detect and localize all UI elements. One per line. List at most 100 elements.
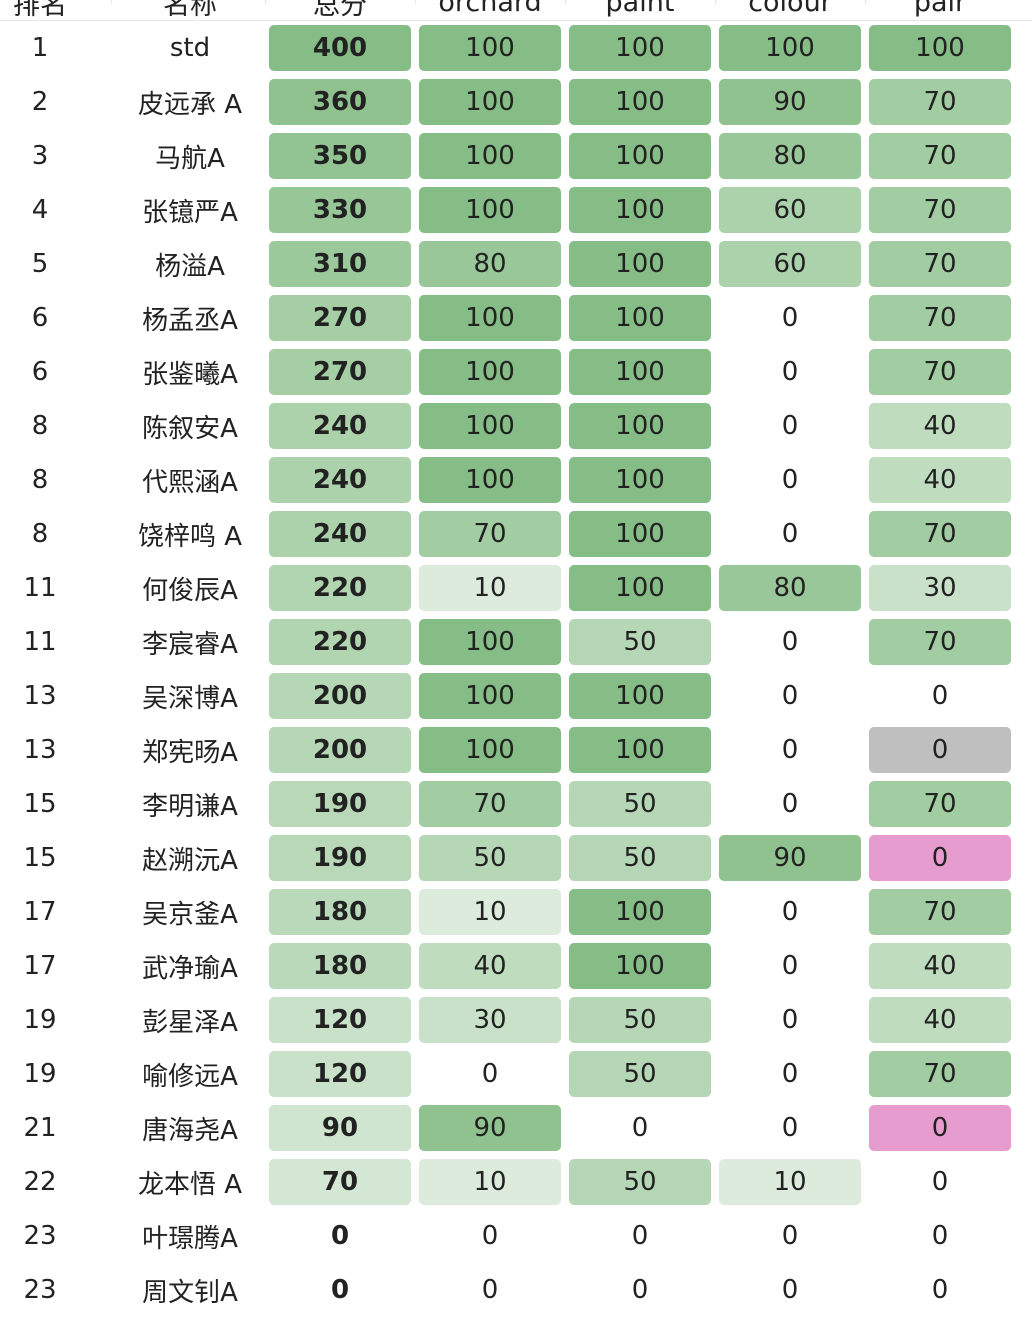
orchard-cell: 40: [419, 943, 561, 989]
total-cell: 240: [269, 457, 411, 503]
colour-cell: 80: [719, 565, 861, 611]
column-divider: [865, 0, 866, 4]
pair-cell: 70: [869, 79, 1011, 125]
paint-cell: 100: [569, 187, 711, 233]
name-cell: 喻修远A: [142, 1061, 238, 1092]
table-row[interactable]: 19 彭星泽A 120 30 50 0 40: [0, 993, 1032, 1047]
paint-cell: 100: [569, 403, 711, 449]
name-cell: 马航A: [155, 143, 225, 174]
colour-cell: 0: [781, 735, 799, 765]
orchard-cell: 0: [481, 1221, 499, 1251]
table-row[interactable]: 13 郑宪旸A 200 100 100 0 0: [0, 723, 1032, 777]
table-row[interactable]: 5 杨溢A 310 80 100 60 70: [0, 237, 1032, 291]
table-row[interactable]: 6 杨孟丞A 270 100 100 0 70: [0, 291, 1032, 345]
name-cell: 叶璟腾A: [142, 1223, 238, 1254]
column-header-paint[interactable]: paint: [605, 0, 675, 18]
orchard-cell: 100: [419, 25, 561, 71]
paint-cell: 50: [569, 835, 711, 881]
rank-cell: 23: [23, 1275, 57, 1305]
rank-cell: 2: [31, 87, 49, 117]
orchard-cell: 10: [419, 565, 561, 611]
paint-cell: 100: [569, 727, 711, 773]
orchard-cell: 100: [419, 457, 561, 503]
colour-cell: 0: [781, 1059, 799, 1089]
table-row[interactable]: 17 武净瑜A 180 40 100 0 40: [0, 939, 1032, 993]
column-header-colour[interactable]: colour: [748, 0, 832, 18]
colour-cell: 0: [781, 1221, 799, 1251]
total-cell: 310: [269, 241, 411, 287]
total-cell: 200: [269, 673, 411, 719]
table-row[interactable]: 23 叶璟腾A 0 0 0 0 0: [0, 1209, 1032, 1263]
paint-cell: 100: [569, 943, 711, 989]
table-row[interactable]: 2 皮远承 A 360 100 100 90 70: [0, 75, 1032, 129]
paint-cell: 0: [631, 1221, 649, 1251]
rank-cell: 15: [23, 789, 57, 819]
paint-cell: 50: [569, 781, 711, 827]
table-row[interactable]: 23 周文钊A 0 0 0 0 0: [0, 1263, 1032, 1317]
column-header-name[interactable]: 名称: [163, 0, 217, 21]
column-divider: [565, 0, 566, 4]
total-cell: 90: [269, 1105, 411, 1151]
column-header-rank[interactable]: 排名: [13, 0, 67, 21]
table-row[interactable]: 17 吴京釜A 180 10 100 0 70: [0, 885, 1032, 939]
orchard-cell: 100: [419, 187, 561, 233]
colour-cell: 60: [719, 187, 861, 233]
table-row[interactable]: 8 代熙涵A 240 100 100 0 40: [0, 453, 1032, 507]
table-row[interactable]: 15 赵溯沅A 190 50 50 90 0: [0, 831, 1032, 885]
colour-cell: 0: [781, 951, 799, 981]
table-row[interactable]: 8 饶梓鸣 A 240 70 100 0 70: [0, 507, 1032, 561]
pair-cell: 0: [931, 681, 949, 711]
total-cell: 200: [269, 727, 411, 773]
paint-cell: 50: [569, 997, 711, 1043]
total-cell: 220: [269, 565, 411, 611]
paint-cell: 100: [569, 133, 711, 179]
colour-cell: 0: [781, 789, 799, 819]
table-row[interactable]: 11 何俊辰A 220 10 100 80 30: [0, 561, 1032, 615]
total-cell: 240: [269, 511, 411, 557]
table-row[interactable]: 22 龙本悟 A 70 10 50 10 0: [0, 1155, 1032, 1209]
rank-cell: 23: [23, 1221, 57, 1251]
total-cell: 220: [269, 619, 411, 665]
rank-cell: 15: [23, 843, 57, 873]
colour-cell: 0: [781, 519, 799, 549]
table-row[interactable]: 19 喻修远A 120 0 50 0 70: [0, 1047, 1032, 1101]
name-cell: 李明谦A: [142, 791, 238, 822]
paint-cell: 0: [631, 1275, 649, 1305]
pair-cell: 70: [869, 241, 1011, 287]
table-row[interactable]: 1 std 400 100 100 100 100: [0, 21, 1032, 75]
pair-cell: 30: [869, 565, 1011, 611]
table-row[interactable]: 21 唐海尧A 90 90 0 0 0: [0, 1101, 1032, 1155]
total-cell: 120: [269, 997, 411, 1043]
total-cell: 70: [269, 1159, 411, 1205]
table-row[interactable]: 15 李明谦A 190 70 50 0 70: [0, 777, 1032, 831]
name-cell: 吴深博A: [142, 683, 238, 714]
colour-cell: 90: [719, 79, 861, 125]
total-cell: 0: [330, 1221, 350, 1251]
rank-cell: 11: [23, 573, 57, 603]
table-row[interactable]: 13 吴深博A 200 100 100 0 0: [0, 669, 1032, 723]
paint-cell: 100: [569, 565, 711, 611]
pair-cell: 0: [931, 1275, 949, 1305]
table-row[interactable]: 11 李宸睿A 220 100 50 0 70: [0, 615, 1032, 669]
name-cell: 武净瑜A: [142, 953, 238, 984]
colour-cell: 60: [719, 241, 861, 287]
colour-cell: 0: [781, 681, 799, 711]
table-row[interactable]: 8 陈叙安A 240 100 100 0 40: [0, 399, 1032, 453]
column-header-orchard[interactable]: orchard: [438, 0, 542, 18]
column-divider: [715, 0, 716, 4]
pair-cell: 70: [869, 511, 1011, 557]
table-row[interactable]: 4 张镱严A 330 100 100 60 70: [0, 183, 1032, 237]
name-cell: 龙本悟 A: [137, 1169, 243, 1200]
pair-cell: 100: [869, 25, 1011, 71]
total-cell: 360: [269, 79, 411, 125]
table-row[interactable]: 6 张鉴曦A 270 100 100 0 70: [0, 345, 1032, 399]
column-header-pair[interactable]: pair: [913, 0, 967, 18]
name-cell: 饶梓鸣 A: [137, 521, 243, 552]
rank-cell: 17: [23, 951, 57, 981]
orchard-cell: 90: [419, 1105, 561, 1151]
orchard-cell: 100: [419, 349, 561, 395]
paint-cell: 100: [569, 241, 711, 287]
rank-cell: 13: [23, 681, 57, 711]
column-header-total[interactable]: 总分: [313, 0, 367, 21]
table-row[interactable]: 3 马航A 350 100 100 80 70: [0, 129, 1032, 183]
